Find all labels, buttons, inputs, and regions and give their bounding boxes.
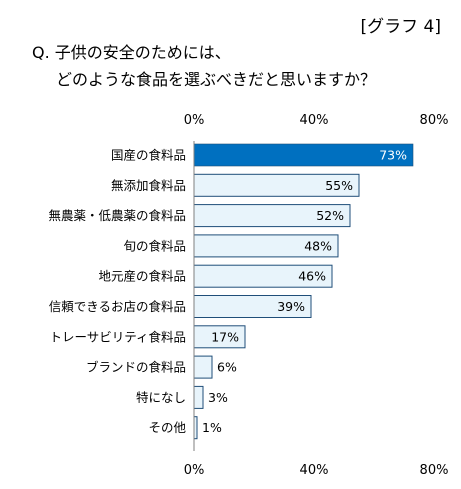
x-tick-label-top: 0% [184, 113, 205, 128]
x-tick-label-top: 40% [300, 113, 329, 128]
question-line-1: Q. 子供の安全のためには、 [32, 43, 231, 62]
category-label: 地元産の食料品 [98, 269, 186, 284]
x-tick-label-bottom: 40% [300, 463, 329, 478]
category-label: 国産の食料品 [111, 148, 186, 163]
value-label: 17% [211, 329, 239, 344]
bar [193, 385, 204, 409]
category-label: 無農薬・低農薬の食料品 [48, 208, 186, 223]
value-label: 52% [316, 208, 344, 223]
value-label: 1% [202, 420, 222, 435]
value-label: 55% [325, 178, 353, 193]
question-line-2: どのような食品を選ぶべきだと思いますか？ [56, 70, 377, 89]
x-tick-label-top: 80% [420, 113, 449, 128]
graph-number-label: [グラフ 4] [360, 17, 441, 37]
bar [193, 355, 213, 379]
category-label: 信頼できるお店の食料品 [49, 299, 186, 314]
category-label: ブランドの食料品 [86, 360, 186, 375]
category-label: 旬の食料品 [123, 238, 186, 253]
category-label: トレーサビリティ食料品 [49, 329, 186, 344]
value-label: 48% [304, 238, 332, 253]
category-label: 無添加食料品 [111, 178, 186, 193]
value-label: 73% [379, 148, 407, 163]
value-label: 3% [208, 390, 228, 405]
value-label: 6% [217, 360, 237, 375]
category-label: その他 [148, 420, 186, 435]
value-label: 46% [298, 269, 326, 284]
category-label: 特になし [136, 390, 186, 405]
value-label: 39% [277, 299, 305, 314]
x-tick-label-bottom: 80% [420, 463, 449, 478]
x-tick-label-bottom: 0% [184, 463, 205, 478]
